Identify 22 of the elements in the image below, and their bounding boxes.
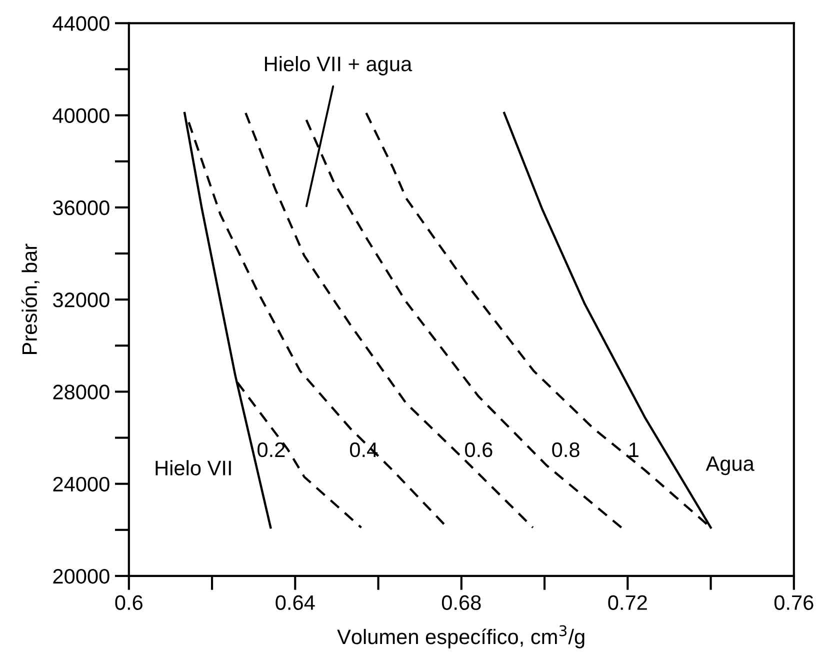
x-tick-label: 0.68 <box>442 595 481 610</box>
y-tick-label: 20000 <box>53 568 110 584</box>
x-tick-label: 0.6 <box>115 595 142 610</box>
series-label: 1 <box>629 442 638 457</box>
y-axis-title: Presión, bar <box>21 244 40 354</box>
series-label: 0.6 <box>465 442 492 458</box>
x-tick-label: 0.72 <box>608 595 647 610</box>
line-series <box>244 112 534 529</box>
x-tick-label: 0.76 <box>774 595 814 610</box>
y-tick-label: 36000 <box>53 200 110 216</box>
y-tick-label: 32000 <box>53 292 110 308</box>
x-tick-label: 0.64 <box>276 595 315 610</box>
series-label: Hielo VII <box>156 460 231 476</box>
x-axis-title: Volumen específico, cm$^{3}$/g <box>337 625 584 648</box>
series-label: Agua <box>706 456 754 476</box>
series-label: 0.8 <box>552 442 580 458</box>
series-label: 0.2 <box>258 442 285 458</box>
annotation: Hielo VII + agua <box>265 56 412 76</box>
y-tick-label: 44000 <box>52 16 110 31</box>
y-tick-label: 24000 <box>53 476 110 492</box>
y-tick-label: 40000 <box>52 108 110 124</box>
y-tick-label: 28000 <box>53 384 110 400</box>
